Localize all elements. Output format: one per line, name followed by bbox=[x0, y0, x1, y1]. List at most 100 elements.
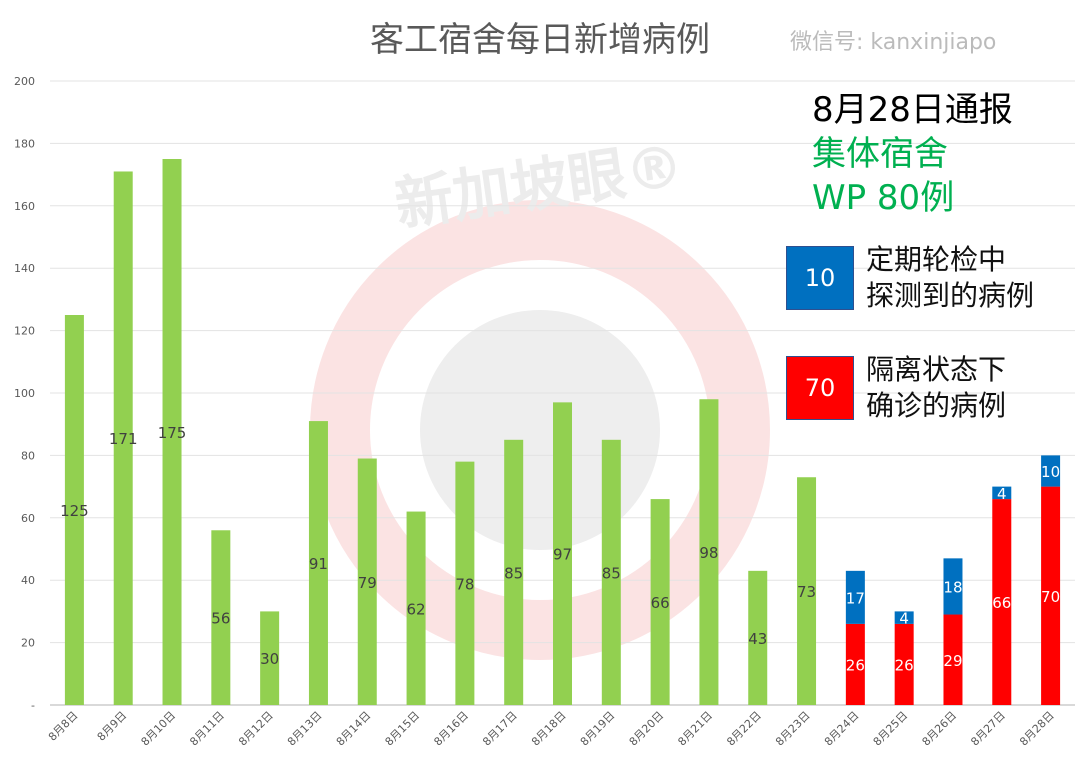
data-label: 4 bbox=[899, 610, 909, 628]
x-tick-label: 8月15日 bbox=[383, 709, 423, 749]
bar bbox=[406, 511, 426, 705]
x-tick-label: 8月26日 bbox=[919, 709, 959, 749]
x-tick-label: 8月11日 bbox=[187, 709, 227, 749]
bar bbox=[894, 611, 914, 624]
y-tick-label: 200 bbox=[14, 75, 35, 88]
bar bbox=[162, 159, 182, 705]
bar bbox=[64, 315, 84, 705]
bar bbox=[943, 614, 963, 705]
data-label: 91 bbox=[309, 555, 328, 573]
y-tick-label: 40 bbox=[21, 574, 35, 587]
y-tick-label: 20 bbox=[21, 637, 35, 650]
y-tick-label: 180 bbox=[14, 137, 35, 150]
x-tick-label: 8月28日 bbox=[1017, 709, 1057, 749]
data-label: 18 bbox=[943, 578, 962, 596]
data-label: 85 bbox=[602, 564, 621, 582]
bar bbox=[894, 623, 914, 705]
data-label: 70 bbox=[1041, 588, 1060, 606]
x-tick-label: 8月10日 bbox=[139, 709, 179, 749]
bar bbox=[992, 486, 1012, 500]
chart-title: 客工宿舍每日新增病例 bbox=[370, 20, 710, 60]
x-tick-label: 8月8日 bbox=[46, 709, 81, 744]
bar bbox=[1041, 455, 1061, 487]
bar bbox=[455, 461, 475, 705]
data-label: 79 bbox=[358, 574, 377, 592]
data-label: 17 bbox=[846, 589, 865, 607]
x-tick-label: 8月16日 bbox=[431, 709, 471, 749]
data-label: 66 bbox=[651, 594, 670, 612]
y-tick-label: 80 bbox=[21, 449, 35, 462]
bar bbox=[699, 399, 719, 705]
data-label: 56 bbox=[211, 610, 230, 628]
bar bbox=[845, 570, 865, 624]
x-tick-label: 8月22日 bbox=[724, 709, 764, 749]
data-label: 98 bbox=[699, 544, 718, 562]
watermark-logo-ring bbox=[310, 200, 770, 660]
data-label: 4 bbox=[997, 485, 1007, 503]
x-tick-label: 8月23日 bbox=[773, 709, 813, 749]
y-tick-label: 120 bbox=[14, 325, 35, 338]
watermark-logo-center bbox=[420, 310, 660, 550]
bar bbox=[748, 570, 768, 705]
bar bbox=[308, 421, 328, 705]
x-tick-label: 8月27日 bbox=[968, 709, 1008, 749]
x-tick-label: 8月18日 bbox=[529, 709, 569, 749]
legend-swatch-blue: 10 bbox=[786, 246, 854, 310]
annotation-headline: 8月28日通报 bbox=[812, 90, 1013, 130]
data-label: 73 bbox=[797, 583, 816, 601]
x-tick-label: 8月21日 bbox=[675, 709, 715, 749]
bar bbox=[650, 499, 670, 705]
bar bbox=[357, 458, 377, 705]
bar bbox=[504, 439, 524, 705]
data-label: 85 bbox=[504, 564, 523, 582]
legend-blue-line1: 定期轮检中 bbox=[866, 243, 1007, 276]
y-tick-label: 160 bbox=[14, 200, 35, 213]
legend-blue-line2: 探测到的病例 bbox=[866, 279, 1035, 312]
bar bbox=[113, 171, 133, 706]
annotation-line2: 集体宿舍 bbox=[812, 134, 948, 174]
data-label: 171 bbox=[109, 430, 138, 448]
data-label: 175 bbox=[158, 424, 187, 442]
data-label: 26 bbox=[846, 656, 865, 674]
legend-red-line1: 隔离状态下 bbox=[866, 353, 1007, 386]
data-label: 66 bbox=[992, 594, 1011, 612]
legend-label-blue: 定期轮检中 探测到的病例 bbox=[866, 242, 1034, 314]
bar bbox=[992, 499, 1012, 705]
x-tick-label: 8月14日 bbox=[334, 709, 374, 749]
y-tick-label: - bbox=[31, 699, 35, 712]
x-tick-label: 8月24日 bbox=[822, 709, 862, 749]
bar bbox=[845, 623, 865, 705]
y-tick-label: 140 bbox=[14, 262, 35, 275]
bar bbox=[943, 558, 963, 615]
legend-swatch-red: 70 bbox=[786, 356, 854, 420]
x-tick-label: 8月13日 bbox=[285, 709, 325, 749]
annotation-line3: WP 80例 bbox=[812, 178, 955, 218]
data-label: 26 bbox=[895, 656, 914, 674]
data-label: 97 bbox=[553, 546, 572, 564]
y-tick-label: 60 bbox=[21, 512, 35, 525]
data-label: 30 bbox=[260, 650, 279, 668]
x-tick-label: 8月9日 bbox=[95, 709, 130, 744]
data-label: 10 bbox=[1041, 463, 1060, 481]
bar bbox=[260, 611, 280, 705]
wechat-watermark: 微信号: kanxinjiapo bbox=[790, 30, 997, 55]
data-label: 62 bbox=[407, 600, 426, 618]
data-label: 78 bbox=[455, 575, 474, 593]
y-tick-label: 100 bbox=[14, 387, 35, 400]
bar bbox=[553, 402, 572, 705]
bar bbox=[601, 439, 621, 705]
bar bbox=[211, 530, 231, 705]
x-tick-label: 8月17日 bbox=[480, 709, 520, 749]
x-tick-label: 8月19日 bbox=[578, 709, 618, 749]
bar bbox=[1041, 486, 1061, 705]
data-label: 43 bbox=[748, 630, 767, 648]
legend-label-red: 隔离状态下 确诊的病例 bbox=[866, 352, 1006, 424]
bar bbox=[797, 477, 817, 705]
x-tick-label: 8月12日 bbox=[236, 709, 276, 749]
x-tick-label: 8月20日 bbox=[627, 709, 667, 749]
data-label: 125 bbox=[60, 502, 89, 520]
x-tick-label: 8月25日 bbox=[871, 709, 911, 749]
data-label: 29 bbox=[943, 652, 962, 670]
legend-red-line2: 确诊的病例 bbox=[866, 389, 1007, 422]
